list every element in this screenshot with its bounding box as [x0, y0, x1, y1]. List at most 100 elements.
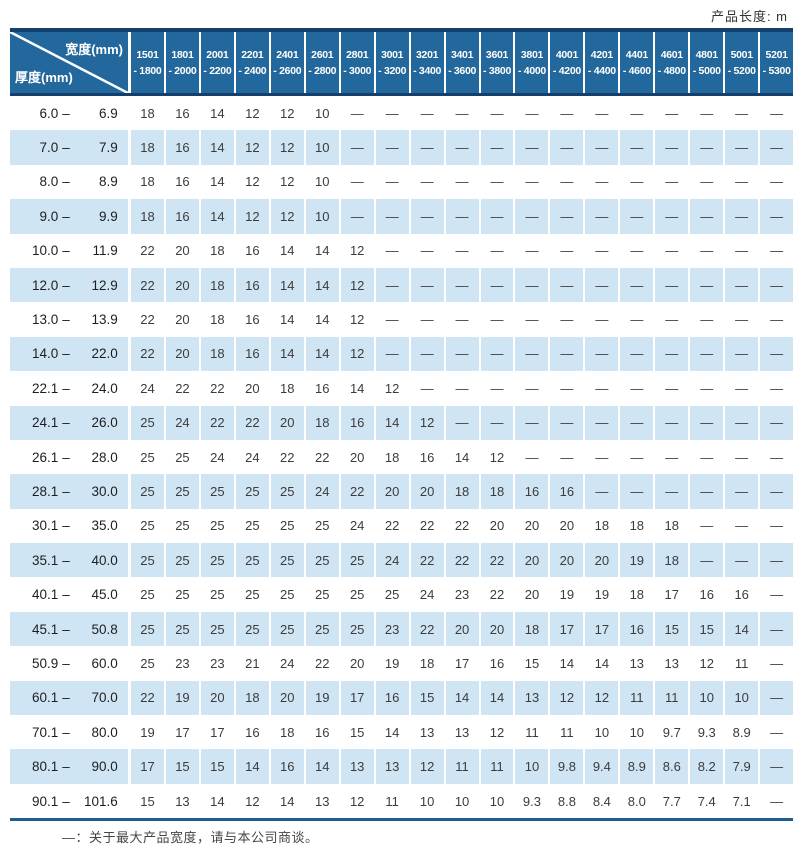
thickness-range-label: 13.0– 13.9 — [10, 302, 128, 336]
data-cell: 13 — [664, 655, 679, 671]
data-cell: — — [455, 243, 469, 259]
data-cell: 22 — [280, 449, 295, 465]
data-cell: 10 — [725, 680, 759, 716]
data-cell: 10 — [454, 793, 470, 809]
data-cell: 24 — [165, 405, 199, 440]
row-cells: 19 17 17 16 18 16 15 14 13 13 12 11 11 10 10 9.7 9.3 8.9 — — [131, 715, 793, 749]
data-cell: — — [455, 174, 469, 190]
column-header: 1801 - 2000 — [165, 32, 199, 93]
thickness-range-label: 35.1– 40.0 — [10, 543, 128, 578]
data-cell: 15 — [140, 793, 155, 809]
data-cell: — — [375, 130, 409, 165]
data-cell: — — [585, 130, 619, 165]
data-cell: 25 — [349, 587, 365, 603]
row-cells: 25 24 22 22 20 18 16 14 12— — — — — — — — — — — [131, 405, 794, 440]
data-cell: 8.9 — [620, 749, 654, 784]
column-header: 3801 - 4000 — [515, 32, 549, 93]
thickness-from: 70.1 — [31, 724, 59, 740]
thickness-range-label: 30.1– 35.0 — [10, 509, 128, 543]
data-cell: 25 — [280, 518, 295, 534]
data-cell: 25 — [340, 543, 374, 578]
data-cell: 18 — [210, 243, 225, 259]
footnote: —：关于最大产品宽度，请与本公司商谈。 — [62, 830, 319, 845]
column-header-top: 3201 — [416, 48, 439, 61]
data-cell: 18 — [200, 267, 234, 303]
data-cell: — — [630, 174, 644, 190]
data-cell: 20 — [375, 474, 409, 509]
data-cell: 24 — [210, 449, 225, 465]
column-header-top: 2001 — [206, 48, 229, 61]
data-cell: 18 — [131, 130, 164, 165]
data-cell: 11 — [480, 749, 514, 784]
thickness-from: 13.0 — [31, 312, 59, 328]
data-cell: 24 — [375, 543, 409, 578]
data-cell: 17 — [550, 611, 584, 647]
column-header-bottom: - 4800 — [657, 64, 686, 77]
row-cells: 25 25 25 25 25 25 25 24 22 22 22 20 20 20 19 18— — — — [131, 543, 794, 578]
data-cell: — — [655, 130, 689, 165]
data-cell: — — [725, 267, 759, 303]
data-cell: 8.6 — [655, 749, 689, 784]
data-cell: — — [375, 199, 409, 234]
data-cell: — — [770, 587, 784, 603]
data-cell: 25 — [140, 518, 155, 534]
column-header: 2201 - 2400 — [235, 32, 269, 93]
data-cell: — — [760, 611, 794, 647]
data-cell: — — [770, 449, 784, 465]
data-cell: — — [665, 312, 679, 328]
data-cell: — — [620, 336, 654, 372]
column-header-bottom: - 2600 — [273, 64, 302, 77]
data-cell: — — [560, 174, 574, 190]
data-cell: 16 — [165, 199, 199, 234]
thickness-range-label: 6.0– 6.9 — [10, 96, 128, 130]
data-cell: 18 — [629, 587, 645, 603]
data-cell: 18 — [384, 449, 400, 465]
thickness-range-label: 60.1– 70.0 — [10, 680, 128, 716]
range-dash: – — [62, 346, 70, 362]
data-cell: — — [770, 724, 784, 740]
data-cell: 10 — [419, 793, 435, 809]
data-cell: — — [760, 749, 794, 784]
data-cell: — — [410, 199, 444, 234]
data-cell: 10 — [305, 130, 339, 165]
data-cell: 16 — [515, 474, 549, 509]
row-cells: 18 16 14 12 12 10— — — — — — — — — — — — — — [131, 199, 794, 234]
data-cell: 12 — [349, 243, 365, 259]
data-cell: — — [770, 793, 784, 809]
data-cell: 16 — [270, 749, 304, 784]
thickness-range-label: 10.0– 11.9 — [10, 234, 128, 268]
data-cell: — — [770, 312, 784, 328]
data-cell: — — [655, 474, 689, 509]
data-cell: 15 — [524, 655, 540, 671]
column-header-top: 3001 — [381, 48, 404, 61]
thickness-range-label: 50.9– 60.0 — [10, 646, 128, 680]
data-cell: — — [515, 267, 549, 303]
data-cell: 25 — [165, 543, 199, 578]
column-header-bottom: - 2400 — [238, 64, 267, 77]
data-cell: 22 — [489, 587, 505, 603]
data-cell: 10 — [629, 724, 645, 740]
range-dash: – — [62, 105, 70, 121]
table-row: 13.0– 13.9 22 20 18 16 14 14 12 — — — — — — — — — — — — — [10, 302, 793, 337]
data-cell: 14 — [315, 243, 330, 259]
data-cell: 12 — [235, 199, 269, 234]
data-cell: 25 — [175, 449, 190, 465]
data-cell: 12 — [340, 336, 374, 372]
data-cell: 14 — [270, 267, 304, 303]
data-cell: 25 — [131, 611, 164, 647]
thickness-from: 45.1 — [31, 621, 59, 637]
data-cell: 14 — [375, 405, 409, 440]
range-dash: – — [62, 415, 70, 431]
data-cell: 15 — [690, 611, 724, 647]
data-cell: 24 — [305, 474, 339, 509]
data-cell: 16 — [245, 312, 260, 328]
data-cell: 20 — [585, 543, 619, 578]
data-cell: 18 — [480, 474, 514, 509]
data-cell: 16 — [235, 336, 269, 372]
data-cell: — — [455, 105, 469, 121]
data-cell: 23 — [375, 611, 409, 647]
column-header: 1501 - 1800 — [131, 32, 164, 93]
data-cell: 14 — [454, 449, 470, 465]
data-cell: — — [385, 243, 399, 259]
data-cell: 17 — [664, 587, 679, 603]
